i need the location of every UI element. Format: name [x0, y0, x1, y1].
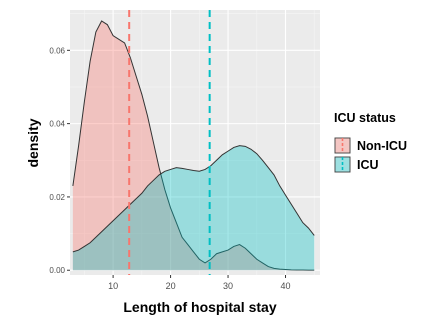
- legend-label-non-icu: Non-ICU: [357, 139, 407, 153]
- density-areas: [72, 20, 315, 271]
- density-line-icu: [72, 145, 315, 253]
- y-axis-title: density: [25, 118, 41, 167]
- plot-panel: [70, 10, 320, 275]
- density-line-non-icu: [72, 20, 315, 271]
- y-tick-label: 0.00: [49, 266, 65, 275]
- x-tick-label: 20: [166, 281, 176, 291]
- y-tick-label: 0.04: [49, 120, 65, 129]
- axis-ticks: 10 20 30 40 0.00 0.02 0.04 0.06: [49, 46, 290, 291]
- x-tick-label: 40: [281, 281, 291, 291]
- grid-lines: [70, 10, 320, 275]
- y-tick-label: 0.06: [49, 46, 65, 55]
- y-tick-label: 0.02: [49, 193, 65, 202]
- legend-label-icu: ICU: [357, 158, 379, 172]
- legend: ICU status Non-ICU ICU: [334, 111, 407, 173]
- x-tick-label: 30: [223, 281, 233, 291]
- density-area-non-icu: [72, 21, 315, 271]
- legend-title: ICU status: [334, 111, 396, 125]
- x-tick-label: 10: [108, 281, 118, 291]
- mean-lines: [128, 10, 211, 275]
- density-area-icu: [72, 145, 315, 271]
- x-axis-title: Length of hospital stay: [123, 299, 276, 315]
